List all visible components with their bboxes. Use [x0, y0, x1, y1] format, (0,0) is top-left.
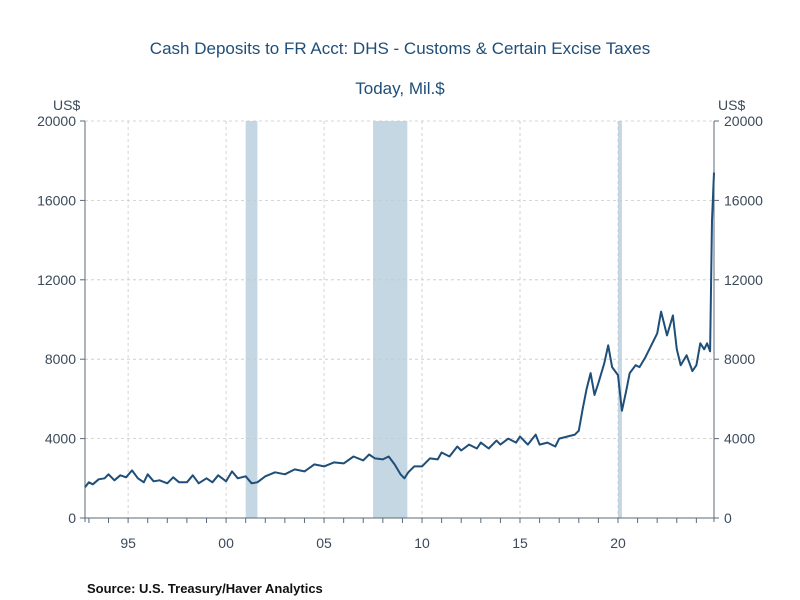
- y-tick-label-left: 8000: [45, 351, 76, 367]
- y-tick-label-left: 16000: [37, 192, 76, 208]
- recession-band: [373, 121, 408, 518]
- y-tick-label-right: 0: [724, 510, 732, 526]
- x-tick-label: 95: [120, 535, 136, 551]
- y-tick-label-left: 12000: [37, 272, 76, 288]
- y-tick-label-left: 4000: [45, 431, 76, 447]
- recession-bands: [245, 121, 622, 518]
- y-tick-label-right: 8000: [724, 351, 755, 367]
- right-axis-unit: US$: [718, 97, 746, 113]
- chart-title: Cash Deposits to FR Acct: DHS - Customs …: [149, 39, 651, 58]
- series-layer: [84, 172, 715, 488]
- gridlines: [85, 120, 714, 518]
- x-tick-label: 10: [414, 535, 430, 551]
- y-tick-label-right: 12000: [724, 272, 763, 288]
- y-tick-label-left: 0: [68, 510, 76, 526]
- y-tick-label-right: 4000: [724, 431, 755, 447]
- x-tick-label: 20: [610, 535, 626, 551]
- y-tick-label-right: 16000: [724, 192, 763, 208]
- x-tick-label: 05: [316, 535, 332, 551]
- x-tick-label: 00: [218, 535, 234, 551]
- source-note: Source: U.S. Treasury/Haver Analytics: [87, 581, 323, 596]
- x-tick-label: 15: [512, 535, 528, 551]
- series-line: [84, 172, 715, 488]
- chart-subtitle: Today, Mil.$: [355, 79, 445, 98]
- y-tick-label-left: 20000: [37, 113, 76, 129]
- recession-band: [245, 121, 258, 518]
- y-tick-label-right: 20000: [724, 113, 763, 129]
- left-axis-unit: US$: [53, 97, 81, 113]
- recession-band: [617, 121, 622, 518]
